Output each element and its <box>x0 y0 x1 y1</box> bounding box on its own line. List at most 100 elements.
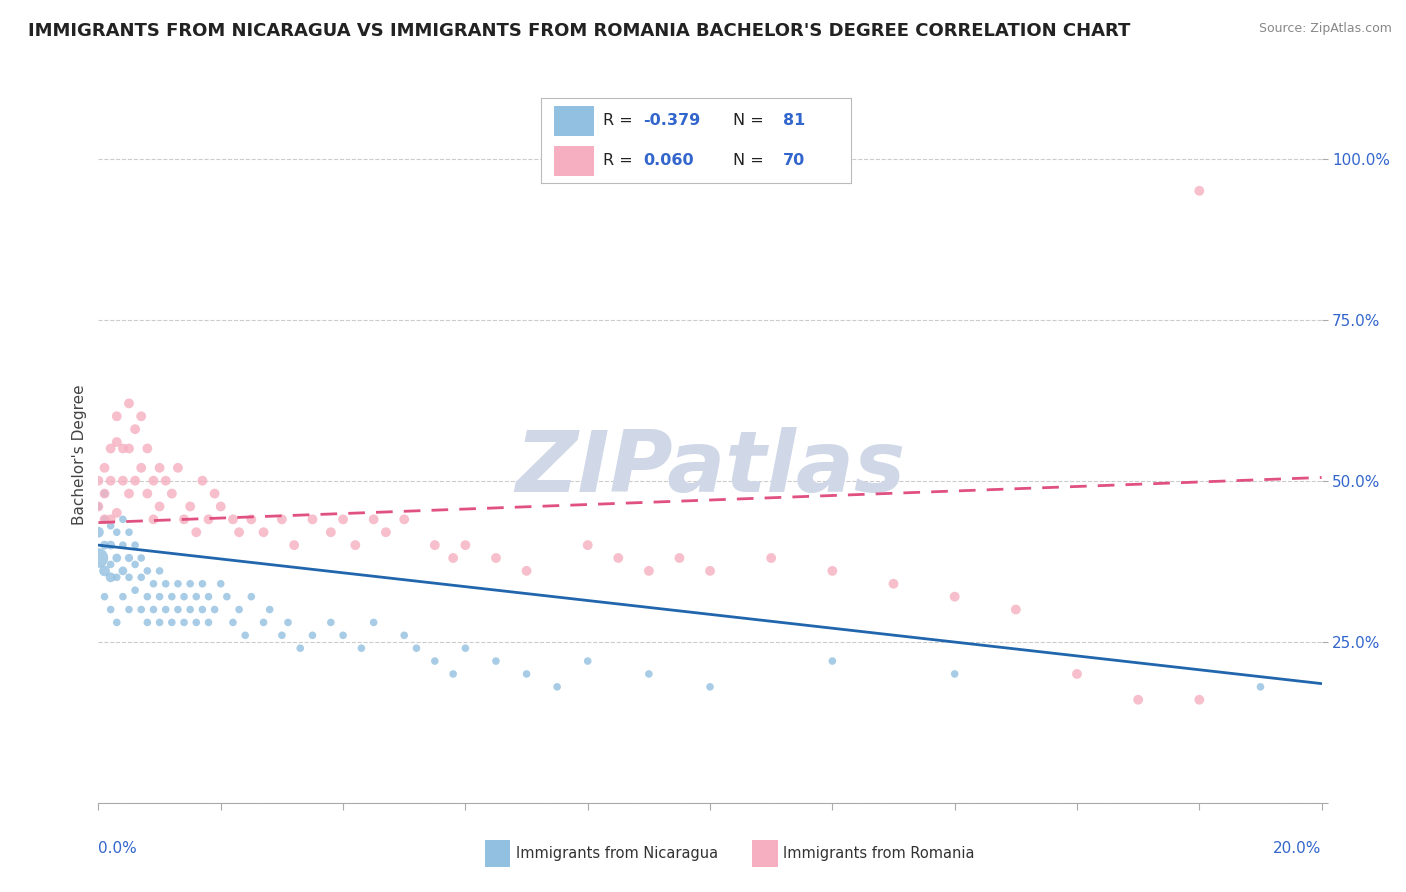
Point <box>111 442 134 456</box>
Point <box>423 654 446 668</box>
Point <box>1066 667 1088 681</box>
Point <box>155 576 177 591</box>
Point <box>344 538 367 552</box>
Text: N =: N = <box>733 153 769 169</box>
Text: IMMIGRANTS FROM NICARAGUA VS IMMIGRANTS FROM ROMANIA BACHELOR'S DEGREE CORRELATI: IMMIGRANTS FROM NICARAGUA VS IMMIGRANTS … <box>28 22 1130 40</box>
Point <box>233 628 256 642</box>
Point <box>142 512 165 526</box>
Point <box>179 602 201 616</box>
Point <box>155 602 177 616</box>
Point <box>93 486 115 500</box>
Point <box>105 615 128 630</box>
Point <box>149 500 172 514</box>
Point <box>118 396 141 410</box>
Point <box>319 615 342 630</box>
Text: 0.0%: 0.0% <box>98 841 138 856</box>
Point <box>240 590 263 604</box>
Point <box>173 615 195 630</box>
Point <box>142 474 165 488</box>
Point <box>100 558 122 572</box>
Point <box>129 570 152 584</box>
Point <box>821 564 844 578</box>
Point <box>252 525 274 540</box>
Point <box>100 474 122 488</box>
Point <box>392 512 416 526</box>
Point <box>363 615 385 630</box>
Point <box>93 564 115 578</box>
Point <box>129 551 152 566</box>
Point <box>136 564 159 578</box>
Point <box>173 512 195 526</box>
Point <box>1188 184 1211 198</box>
Text: Immigrants from Romania: Immigrants from Romania <box>783 847 974 861</box>
Point <box>136 615 159 630</box>
Point <box>160 590 183 604</box>
Point <box>111 512 134 526</box>
Point <box>222 615 245 630</box>
Point <box>118 570 141 584</box>
Point <box>943 590 966 604</box>
Text: N =: N = <box>733 113 769 128</box>
Point <box>441 667 464 681</box>
Point <box>105 570 128 584</box>
Point <box>204 486 226 500</box>
Point <box>186 615 208 630</box>
Point <box>111 474 134 488</box>
Point <box>124 422 146 436</box>
Point <box>228 525 250 540</box>
Point <box>1128 692 1150 706</box>
Point <box>576 538 599 552</box>
Point <box>441 551 464 566</box>
Point <box>124 583 146 598</box>
Point <box>668 551 690 566</box>
Point <box>105 409 128 424</box>
Point <box>142 602 165 616</box>
Text: ZIPatlas: ZIPatlas <box>515 427 905 510</box>
Point <box>142 576 165 591</box>
Point <box>87 551 110 566</box>
Point <box>100 518 122 533</box>
Point <box>155 474 177 488</box>
Point <box>821 654 844 668</box>
Point <box>454 641 477 656</box>
Y-axis label: Bachelor's Degree: Bachelor's Degree <box>72 384 87 525</box>
Point <box>699 680 721 694</box>
Point <box>374 525 396 540</box>
Point <box>252 615 274 630</box>
Point <box>111 590 134 604</box>
Point <box>363 512 385 526</box>
Point <box>111 538 134 552</box>
Bar <box>554 145 593 176</box>
Text: 0.060: 0.060 <box>644 153 695 169</box>
Point <box>197 615 219 630</box>
Text: Immigrants from Nicaragua: Immigrants from Nicaragua <box>516 847 718 861</box>
Point <box>124 474 146 488</box>
Text: 70: 70 <box>783 153 804 169</box>
Point <box>100 570 122 584</box>
Point <box>93 538 115 552</box>
Point <box>100 602 122 616</box>
Point <box>454 538 477 552</box>
Point <box>270 628 292 642</box>
Point <box>93 590 115 604</box>
Point <box>516 564 538 578</box>
Point <box>87 500 110 514</box>
Point <box>301 628 323 642</box>
Point <box>197 590 219 604</box>
Point <box>105 506 128 520</box>
Point <box>228 602 250 616</box>
Point <box>118 486 141 500</box>
Point <box>93 512 115 526</box>
Point <box>167 576 190 591</box>
Point <box>160 615 183 630</box>
Point <box>222 512 245 526</box>
Point <box>191 576 214 591</box>
Point <box>173 590 195 604</box>
Point <box>87 500 110 514</box>
Point <box>607 551 630 566</box>
Point <box>283 538 305 552</box>
Point <box>105 551 128 566</box>
Point <box>350 641 373 656</box>
Point <box>1249 680 1271 694</box>
Bar <box>554 106 593 136</box>
